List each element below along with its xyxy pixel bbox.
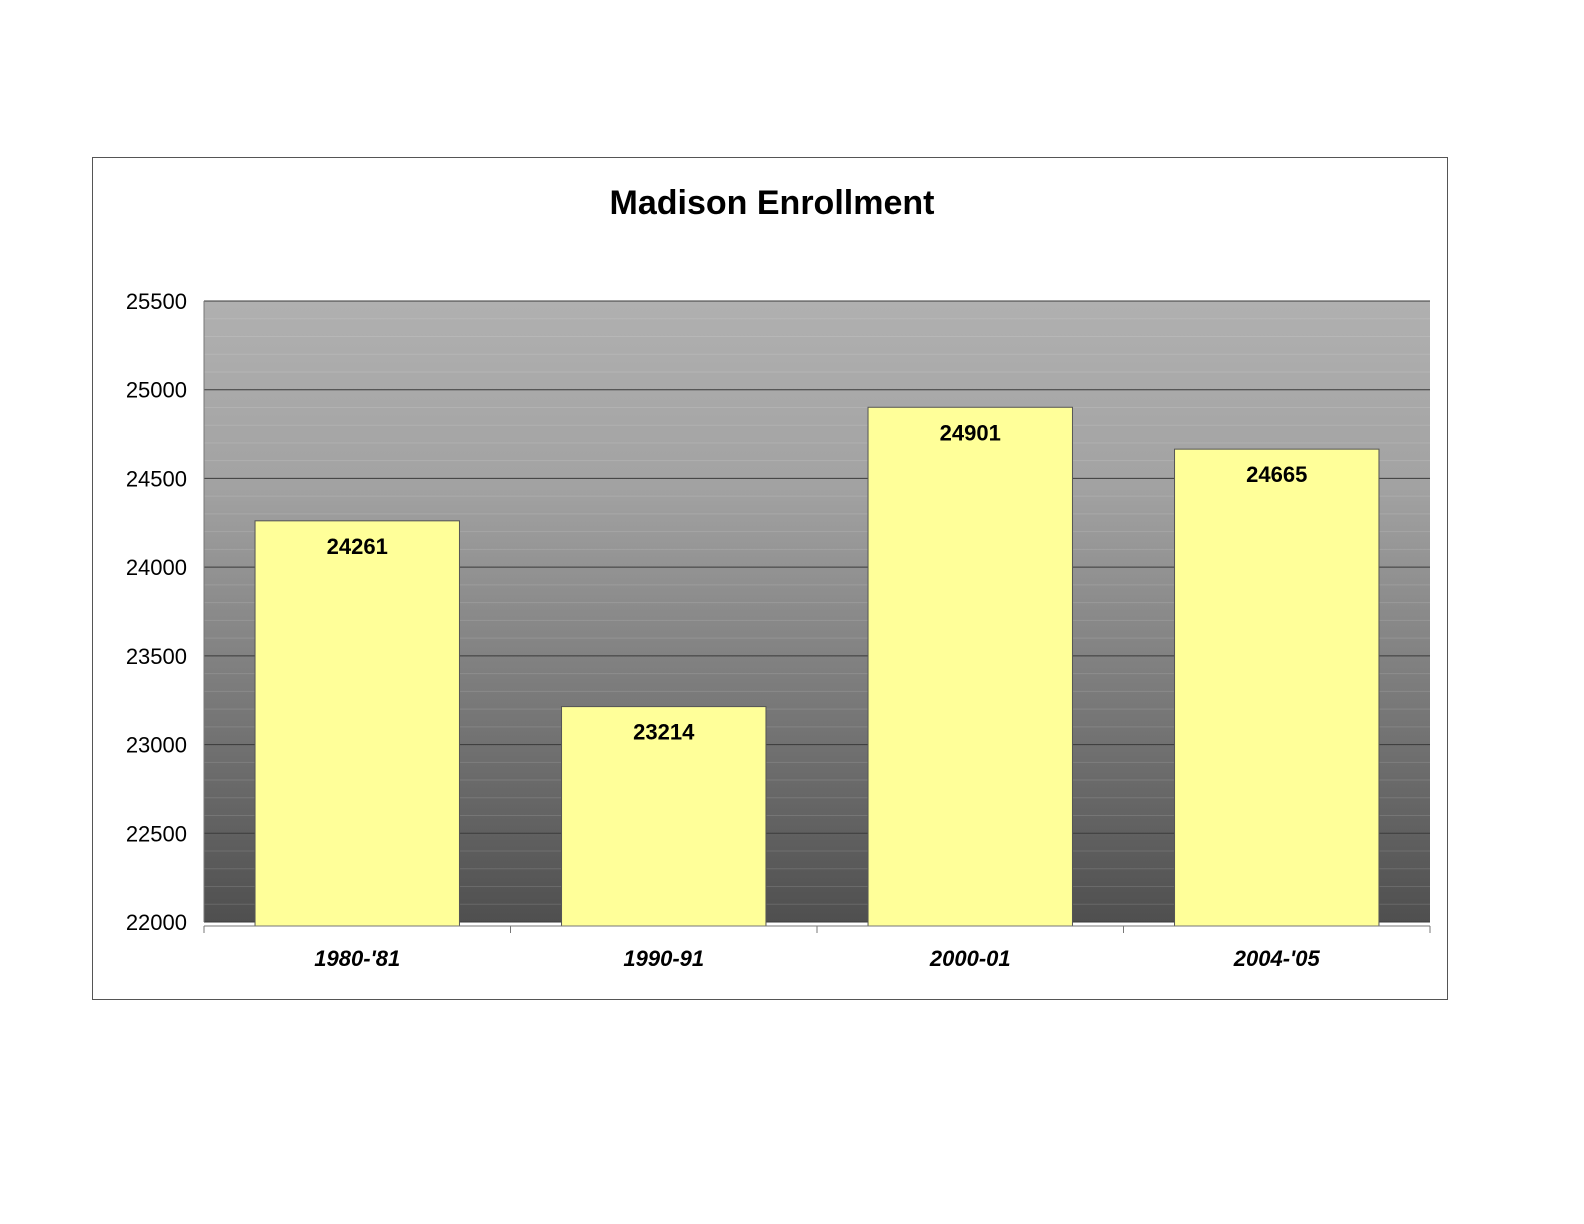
y-axis: 22000 22500 23000 23500 24000 24500 25000 25500 (126, 289, 205, 935)
y-tick-label: 25000 (126, 378, 187, 403)
data-label: 24901 (940, 420, 1001, 445)
y-tick-label: 23000 (126, 733, 187, 758)
bar (1174, 448, 1380, 927)
y-tick-label: 22500 (126, 821, 187, 846)
x-tick-label: 2004-'05 (1233, 946, 1321, 971)
y-tick-label: 22000 (126, 910, 187, 935)
bar (561, 706, 767, 927)
y-tick-label: 23500 (126, 644, 187, 669)
data-label: 24261 (327, 534, 388, 559)
y-tick-label: 24500 (126, 466, 187, 491)
x-tick-label: 1990-91 (623, 946, 704, 971)
bars: 24261 23214 24901 24665 (254, 406, 1380, 927)
y-tick-label: 24000 (126, 555, 187, 580)
x-axis: 1980-'81 1990-91 2000-01 2004-'05 (203, 925, 1431, 971)
y-tick-label: 25500 (126, 289, 187, 314)
data-label: 23214 (633, 720, 695, 745)
bar (254, 520, 460, 927)
data-label: 24665 (1246, 462, 1307, 487)
chart-title: Madison Enrollment (610, 184, 935, 222)
x-tick-label: 1980-'81 (314, 946, 400, 971)
x-tick-label: 2000-01 (929, 946, 1011, 971)
bar (867, 406, 1073, 927)
